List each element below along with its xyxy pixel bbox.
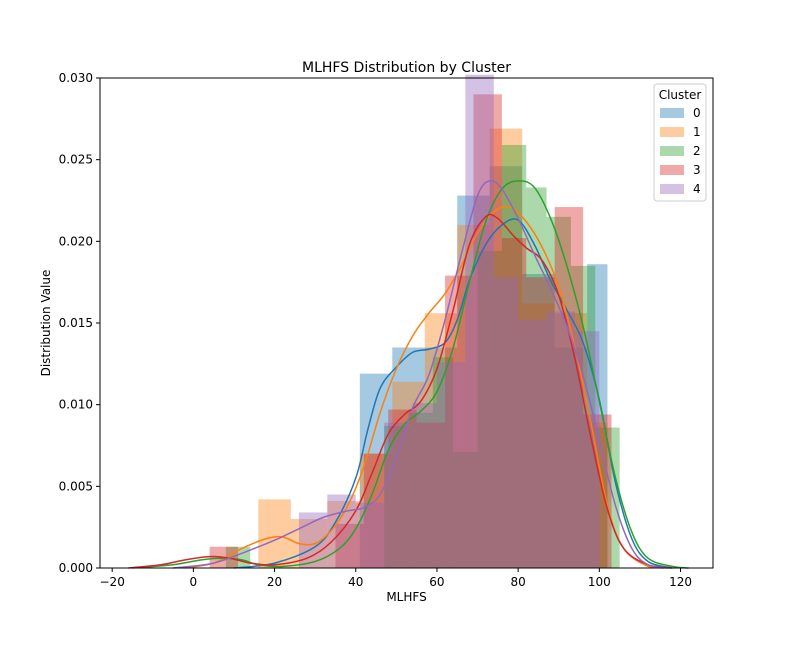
legend-label: 2 xyxy=(693,144,701,158)
legend-swatch xyxy=(660,184,684,194)
legend-item-cluster-2: 2 xyxy=(660,144,701,158)
y-tick-label: 0.005 xyxy=(59,479,93,493)
bar-cluster-0-bin-4 xyxy=(489,166,523,568)
histogram-bars xyxy=(209,74,620,568)
bar-cluster-2-bin-5 xyxy=(477,251,502,568)
legend-swatch xyxy=(660,146,684,156)
bar-cluster-2-bin-3 xyxy=(432,357,454,568)
legend-swatch xyxy=(660,127,684,137)
bar-cluster-2-bin-2 xyxy=(408,412,433,568)
legend-title: Cluster xyxy=(659,88,702,102)
x-tick-label: 80 xyxy=(510,575,525,589)
y-tick-label: 0.015 xyxy=(59,316,93,330)
series-0-bars xyxy=(359,166,608,568)
bar-cluster-4-bin-3 xyxy=(384,422,413,568)
bar-cluster-3-bin-8 xyxy=(526,277,555,568)
bar-cluster-2-bin-6 xyxy=(501,144,527,568)
x-tick-label: −20 xyxy=(100,575,125,589)
bar-cluster-2-bin-4 xyxy=(453,452,478,568)
bar-cluster-1-bin-9 xyxy=(554,313,588,568)
bar-cluster-3-bin-2 xyxy=(363,453,389,568)
legend-items: 0 1 2 3 4 xyxy=(660,106,701,196)
bar-cluster-1-bin-7 xyxy=(489,128,523,568)
x-tick-label: 20 xyxy=(267,575,282,589)
bar-cluster-4-bin-10 xyxy=(574,331,600,568)
bar-cluster-1-bin-10 xyxy=(587,422,608,568)
chart-title: MLHFS Distribution by Cluster xyxy=(302,60,511,76)
x-tick-label: 120 xyxy=(669,575,692,589)
bar-cluster-0-bin-0 xyxy=(359,373,393,568)
bar-cluster-1-bin-0 xyxy=(258,499,291,568)
bar-cluster-1-bin-8 xyxy=(522,303,555,568)
bar-cluster-3-bin-4 xyxy=(416,422,446,568)
bar-cluster-2-bin-10 xyxy=(595,427,620,568)
y-tick-label: 0.025 xyxy=(59,153,93,167)
bar-cluster-4-bin-5 xyxy=(436,362,466,568)
bar-cluster-4-bin-6 xyxy=(465,74,494,568)
bar-cluster-2-bin-9 xyxy=(570,265,596,568)
bar-cluster-3-bin-7 xyxy=(501,238,527,568)
bar-cluster-4-bin-9 xyxy=(546,311,575,568)
bar-cluster-0-bin-5 xyxy=(522,274,555,568)
legend-item-cluster-1: 1 xyxy=(660,125,701,139)
series-3-bars xyxy=(209,94,612,568)
bar-cluster-3-bin-1 xyxy=(335,523,364,568)
bar-cluster-1-bin-6 xyxy=(457,225,490,568)
x-tick-label: 40 xyxy=(348,575,363,589)
bar-cluster-0-bin-6 xyxy=(554,347,588,568)
y-tick-label: 0.020 xyxy=(59,234,93,248)
x-tick-label: 100 xyxy=(588,575,611,589)
legend-swatch xyxy=(660,108,684,118)
y-tick-label: 0.010 xyxy=(59,398,93,412)
kde-curves xyxy=(128,179,689,569)
bar-cluster-0-bin-3 xyxy=(457,195,490,568)
bar-cluster-4-bin-2 xyxy=(355,502,385,568)
bar-cluster-3-bin-6 xyxy=(473,94,502,568)
y-tick-label: 0.030 xyxy=(59,71,93,85)
bar-cluster-2-bin-7 xyxy=(526,187,547,568)
kde-line-cluster-1 xyxy=(185,205,665,569)
legend-item-cluster-0: 0 xyxy=(660,106,701,120)
x-axis-label: MLHFS xyxy=(386,590,426,604)
legend-swatch xyxy=(660,165,684,175)
kde-line-cluster-4 xyxy=(172,179,669,569)
y-axis-ticks: 0.000 0.005 0.010 0.015 0.020 0.025 0.030 xyxy=(59,71,100,575)
legend-label: 0 xyxy=(693,106,701,120)
legend-item-cluster-3: 3 xyxy=(660,163,701,177)
kde-line-cluster-3 xyxy=(128,213,673,569)
x-tick-label: 0 xyxy=(190,575,198,589)
y-tick-label: 0.000 xyxy=(59,561,93,575)
series-2-bars xyxy=(225,144,620,568)
x-tick-label: 60 xyxy=(429,575,444,589)
legend-item-cluster-4: 4 xyxy=(660,182,701,196)
series-1-bars xyxy=(258,128,608,568)
bar-cluster-4-bin-8 xyxy=(518,319,547,568)
legend-label: 4 xyxy=(693,182,701,196)
legend: Cluster 0 1 2 3 4 xyxy=(653,83,707,202)
y-axis-label: Distribution Value xyxy=(39,270,53,377)
bar-cluster-4-bin-4 xyxy=(412,403,437,568)
legend-box xyxy=(653,83,707,202)
bar-cluster-0-bin-1 xyxy=(392,347,425,568)
x-axis-ticks: −20 0 20 40 60 80 100 120 xyxy=(100,568,692,589)
legend-label: 1 xyxy=(693,125,701,139)
legend-label: 3 xyxy=(693,163,701,177)
bar-cluster-4-bin-7 xyxy=(493,277,519,568)
bar-cluster-3-bin-9 xyxy=(554,207,584,568)
bar-cluster-3-bin-3 xyxy=(388,409,417,568)
